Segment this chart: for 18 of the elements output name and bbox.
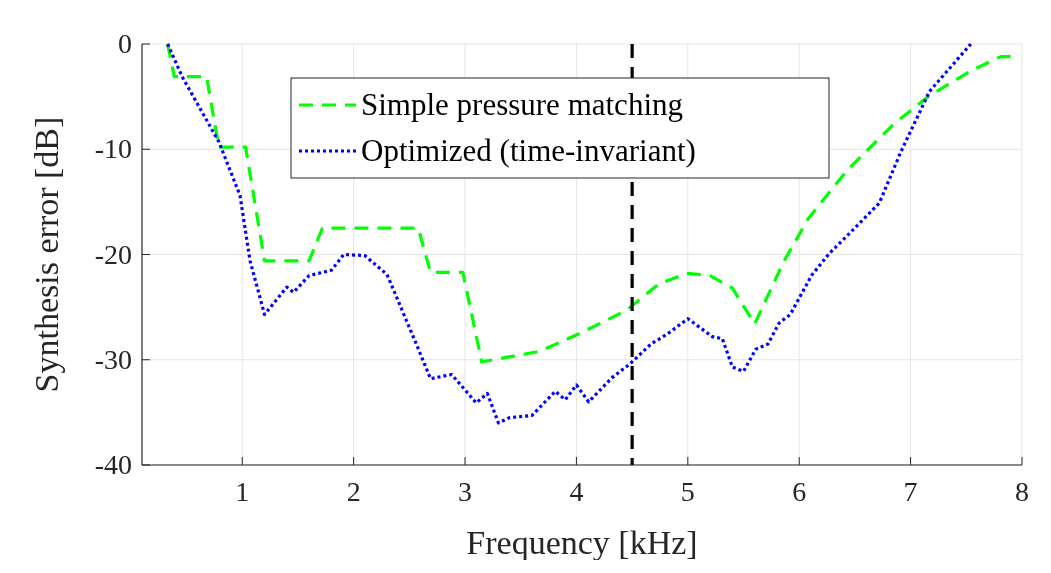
x-tick-label: 7 <box>903 476 918 507</box>
x-tick-label: 1 <box>235 476 250 507</box>
y-axis-title: Synthesis error [dB] <box>28 116 65 393</box>
x-tick-label: 3 <box>458 476 473 507</box>
x-tick-label: 6 <box>792 476 807 507</box>
y-tick-label: 0 <box>118 28 132 59</box>
x-tick-label: 8 <box>1015 476 1029 507</box>
y-tick-label: -20 <box>94 238 132 270</box>
x-tick-label: 4 <box>569 476 584 507</box>
line-series <box>166 42 973 425</box>
y-tick-label: -40 <box>94 449 132 480</box>
x-tick-label: 2 <box>346 476 361 507</box>
line-series <box>166 42 1013 364</box>
y-tick-label: -10 <box>94 133 132 165</box>
y-tick-label: -30 <box>94 343 132 375</box>
x-tick-label: 5 <box>680 476 695 507</box>
legend-label: Simple pressure matching <box>361 87 683 122</box>
legend-label: Optimized (time-invariant) <box>361 133 696 168</box>
